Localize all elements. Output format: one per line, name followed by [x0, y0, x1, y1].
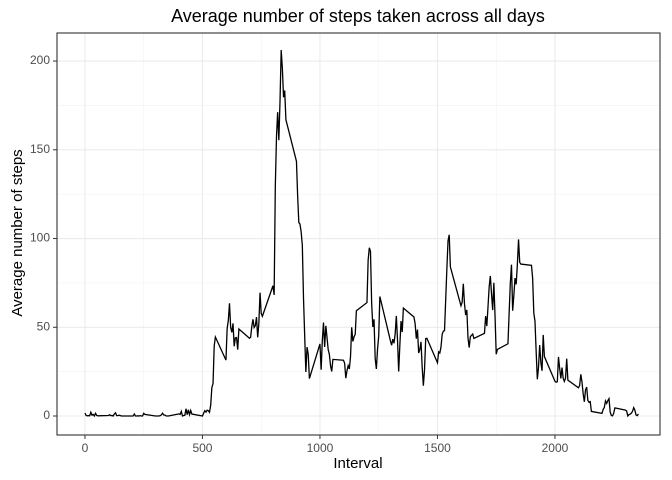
x-axis-label: Interval	[333, 455, 382, 472]
panel-border	[56, 32, 661, 436]
line-series	[84, 49, 639, 418]
y-axis-label: Average number of steps	[9, 149, 26, 316]
x-tick-label: 0	[82, 441, 89, 455]
y-tick-label: 50	[37, 319, 51, 333]
y-tick-label: 100	[30, 231, 50, 245]
x-tick-label: 1000	[307, 441, 334, 455]
y-tick-label: 150	[30, 142, 50, 156]
x-tick-label: 500	[192, 441, 212, 455]
chart-title: Average number of steps taken across all…	[171, 6, 545, 26]
y-tick-label: 200	[30, 53, 50, 67]
x-tick-label: 2000	[542, 441, 569, 455]
x-tick-label: 1500	[424, 441, 451, 455]
y-tick-label: 0	[43, 408, 50, 422]
